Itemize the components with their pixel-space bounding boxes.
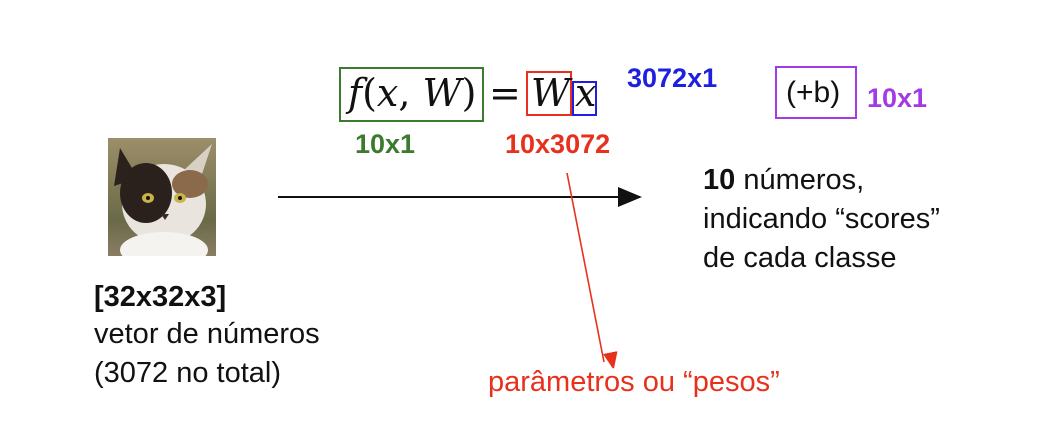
cat-image — [108, 138, 216, 256]
formula-f: f — [348, 71, 363, 115]
formula-paren-open: ( — [362, 71, 377, 115]
output-line2: indicando “scores” — [703, 203, 940, 235]
b-box — [775, 66, 857, 119]
formula-equals: = — [489, 71, 521, 115]
cat-shape — [114, 144, 212, 256]
params-label: parâmetros ou “pesos” — [488, 366, 780, 398]
image-desc-line2: (3072 no total) — [94, 357, 282, 389]
formula-W-term: W — [531, 71, 571, 115]
w-dim-label: 10x3072 — [505, 129, 611, 159]
image-size-label: [32x32x3] — [94, 281, 227, 313]
formula-comma: , — [398, 71, 411, 115]
formula-x-term: x — [575, 71, 597, 115]
b-dim-label: 10x1 — [867, 83, 928, 113]
output-line1: 10 números, — [703, 164, 864, 197]
output-count: 10 — [703, 164, 736, 196]
f-box — [339, 67, 484, 122]
formula-W: W — [422, 71, 462, 115]
x-dim-label: 3072x1 — [627, 63, 718, 93]
b-term: (+b) — [786, 76, 841, 109]
formula-paren-close: ) — [461, 71, 477, 115]
output-line1-rest: números, — [735, 164, 865, 196]
output-line3: de cada classe — [703, 242, 897, 274]
params-arrow — [566, 172, 604, 362]
f-dim-label: 10x1 — [355, 129, 416, 159]
formula-x: x — [376, 71, 399, 115]
image-desc-line1: vetor de números — [94, 318, 320, 350]
w-box — [526, 71, 572, 116]
formula-f-xw: f(x, W) — [348, 70, 476, 116]
x-box — [572, 81, 597, 116]
